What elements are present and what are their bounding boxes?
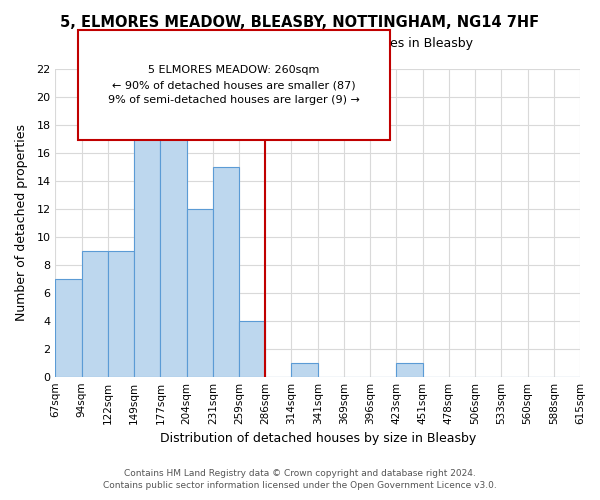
Text: Size of property relative to detached houses in Bleasby: Size of property relative to detached ho… [127,38,473,51]
Bar [160,125,187,376]
Bar [292,362,318,376]
Text: Contains HM Land Registry data © Crown copyright and database right 2024.
Contai: Contains HM Land Registry data © Crown c… [103,468,497,490]
Bar [108,251,134,376]
Text: 5 ELMORES MEADOW: 260sqm
← 90% of detached houses are smaller (87)
9% of semi-de: 5 ELMORES MEADOW: 260sqm ← 90% of detach… [108,65,360,105]
Bar [239,320,265,376]
Bar [397,362,422,376]
Text: 5, ELMORES MEADOW, BLEASBY, NOTTINGHAM, NG14 7HF: 5, ELMORES MEADOW, BLEASBY, NOTTINGHAM, … [61,15,539,30]
Bar [55,279,82,376]
Bar [187,209,213,376]
Y-axis label: Number of detached properties: Number of detached properties [15,124,28,322]
X-axis label: Distribution of detached houses by size in Bleasby: Distribution of detached houses by size … [160,432,476,445]
Bar [213,167,239,376]
Bar [134,139,160,376]
Bar [82,251,108,376]
